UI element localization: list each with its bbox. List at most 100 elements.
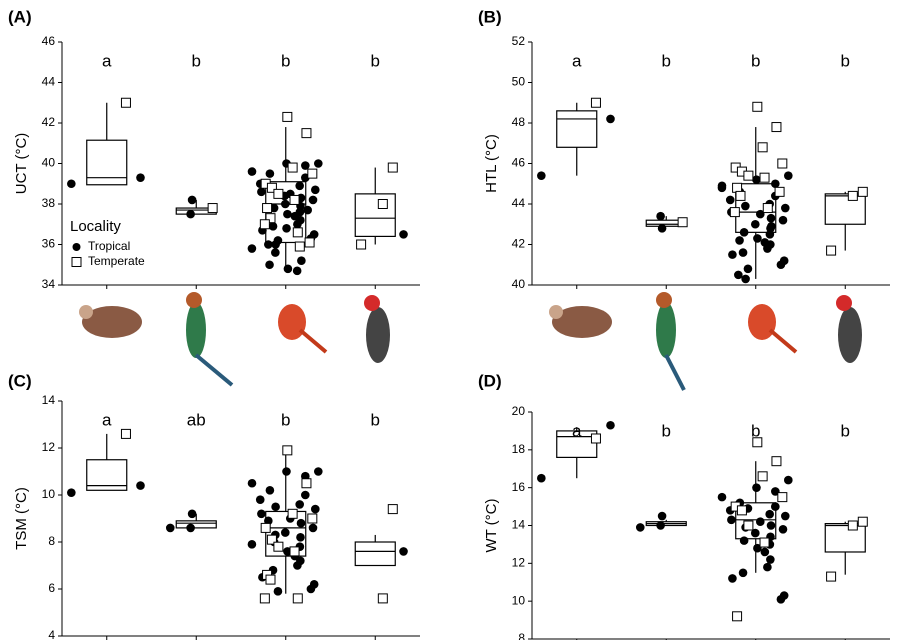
data-point — [295, 500, 304, 509]
data-point — [186, 524, 195, 533]
data-point — [281, 528, 290, 537]
significance-letter: b — [751, 51, 760, 70]
data-point — [739, 248, 748, 257]
data-point — [288, 163, 297, 172]
data-point — [744, 521, 753, 530]
data-point — [265, 260, 274, 269]
y-tick-label: 44 — [512, 196, 526, 210]
data-point — [760, 173, 769, 182]
data-point — [388, 163, 397, 172]
data-point — [297, 256, 306, 265]
data-point — [827, 246, 836, 255]
legend-title: Locality — [70, 218, 121, 235]
significance-letter: a — [572, 51, 582, 70]
data-point — [727, 516, 736, 525]
y-axis-label: TSM (°C) — [13, 487, 30, 550]
data-point — [357, 240, 366, 249]
data-point — [293, 228, 302, 237]
data-point — [779, 525, 788, 534]
data-point — [282, 467, 291, 476]
data-point — [848, 521, 857, 530]
data-point — [302, 129, 311, 138]
data-point — [297, 519, 306, 528]
data-point — [266, 486, 275, 495]
y-tick-label: 18 — [512, 442, 526, 456]
data-point — [311, 505, 320, 514]
data-point — [314, 467, 323, 476]
data-point — [858, 187, 867, 196]
data-point — [136, 173, 145, 182]
panel: (B)HTL (°C)40424446485052abbb — [478, 7, 890, 291]
data-point — [751, 220, 760, 229]
data-point — [736, 191, 745, 200]
data-point — [734, 271, 743, 280]
data-point — [263, 204, 272, 213]
data-point — [166, 524, 175, 533]
y-tick-label: 50 — [512, 75, 526, 89]
data-point — [636, 523, 645, 532]
legend-marker — [72, 258, 81, 267]
box — [825, 524, 865, 552]
significance-letter: b — [192, 51, 201, 70]
data-point — [121, 429, 130, 438]
data-point — [257, 188, 266, 197]
data-point — [261, 523, 270, 532]
data-point — [658, 512, 667, 521]
data-point — [257, 510, 266, 519]
data-point — [718, 184, 727, 193]
data-point — [301, 491, 310, 500]
data-point — [726, 196, 735, 205]
y-tick-label: 10 — [42, 487, 56, 501]
data-point — [399, 547, 408, 556]
y-axis-label: UCT (°C) — [13, 133, 30, 195]
data-point — [308, 169, 317, 178]
data-point — [740, 228, 749, 237]
data-point — [777, 260, 786, 269]
data-point — [781, 204, 790, 213]
box — [557, 111, 597, 147]
data-point — [311, 186, 320, 195]
data-point — [772, 123, 781, 132]
data-point — [301, 161, 310, 170]
data-point — [295, 181, 304, 190]
panel-label: (A) — [8, 7, 32, 26]
data-point — [248, 540, 257, 549]
significance-letter: b — [662, 421, 671, 440]
data-point — [763, 244, 772, 253]
y-tick-label: 8 — [518, 631, 525, 640]
data-point — [778, 159, 787, 168]
data-point — [658, 224, 667, 233]
data-point — [848, 191, 857, 200]
y-tick-label: 40 — [42, 156, 56, 170]
data-point — [761, 548, 770, 557]
y-tick-label: 6 — [48, 581, 55, 595]
data-point — [293, 561, 302, 570]
box — [355, 542, 395, 566]
data-point — [728, 574, 737, 583]
data-point — [537, 171, 546, 180]
data-point — [309, 524, 318, 533]
data-point — [283, 112, 292, 121]
data-point — [248, 167, 257, 176]
data-point — [314, 159, 323, 168]
data-point — [737, 506, 746, 515]
y-tick-label: 12 — [42, 440, 56, 454]
data-point — [274, 542, 283, 551]
significance-letter: ab — [187, 410, 206, 429]
data-point — [730, 208, 739, 217]
y-tick-label: 14 — [42, 393, 56, 407]
data-point — [284, 265, 293, 274]
significance-letter: a — [102, 410, 112, 429]
data-point — [775, 187, 784, 196]
data-point — [760, 538, 769, 547]
data-point — [858, 517, 867, 526]
panel-label: (C) — [8, 371, 32, 390]
data-point — [767, 222, 776, 231]
data-point — [67, 179, 76, 188]
y-tick-label: 44 — [42, 75, 56, 89]
data-point — [744, 265, 753, 274]
data-point — [271, 240, 280, 249]
data-point — [733, 612, 742, 621]
significance-letter: b — [841, 51, 850, 70]
